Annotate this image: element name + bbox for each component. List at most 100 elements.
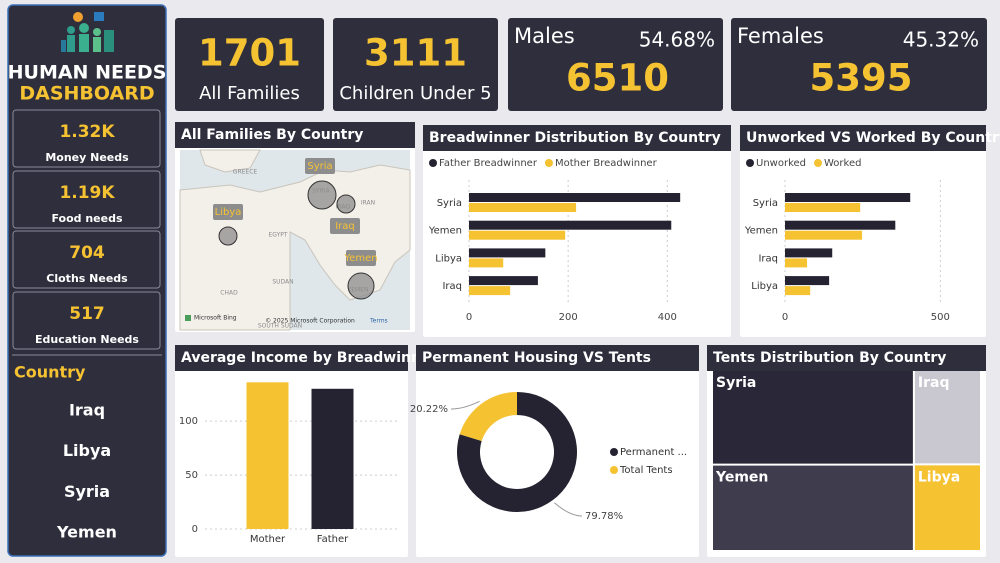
donut-slice: [459, 392, 517, 442]
bubble-label: Syria: [307, 161, 332, 172]
panel-title: Tents Distribution By Country: [713, 350, 946, 366]
panel-header: [175, 122, 415, 148]
place-label: IRAN: [361, 200, 375, 207]
map-credits: © 2025 Microsoft Corporation: [265, 318, 355, 325]
need-value: 704: [69, 243, 105, 263]
legend-marker: [814, 159, 822, 167]
place-label: EGYPT: [268, 232, 287, 239]
dashboard-title: HUMAN NEEDS: [8, 62, 167, 84]
legend-label: Worked: [824, 158, 861, 169]
bar: [785, 248, 833, 258]
donut-slice: [457, 392, 578, 513]
kpi-card: [175, 18, 324, 111]
y-tick-label: Yemen: [744, 226, 778, 237]
bubble-label: Iraq: [335, 221, 355, 232]
gender-share: 45.32%: [903, 28, 979, 52]
bar: [469, 193, 681, 202]
map-terms[interactable]: Terms: [369, 318, 388, 325]
legend-marker: [429, 159, 437, 167]
x-tick-label: 0: [466, 312, 472, 323]
bar: [469, 203, 577, 212]
y-tick-label: Libya: [751, 281, 778, 292]
kpi-label: All Families: [199, 83, 300, 104]
treemap-tile: [713, 371, 913, 464]
place-label: SOUTH SUDAN: [258, 323, 302, 330]
legend-marker: [610, 466, 618, 474]
place-label: GREECE: [233, 169, 258, 176]
place-label: SUDAN: [272, 279, 293, 286]
bar: [469, 248, 546, 258]
bubble-tag: [213, 204, 243, 220]
map-bubble: [336, 194, 356, 214]
gender-value: 6510: [566, 57, 669, 100]
bubble-label: Libya: [215, 207, 242, 218]
treemap-tile: [914, 371, 980, 464]
panel-title: Average Income by Breadwinner: [181, 350, 437, 366]
slicer-item[interactable]: Libya: [63, 441, 111, 460]
legend-marker: [610, 448, 618, 456]
gender-label: Females: [737, 24, 824, 48]
treemap-tile: [713, 465, 913, 550]
bar: [785, 258, 808, 268]
panel-title: Permanent Housing VS Tents: [422, 350, 651, 366]
kpi-value: 1701: [198, 32, 301, 75]
y-tick-label: 0: [192, 524, 198, 535]
y-tick-label: Iraq: [758, 253, 778, 264]
bar: [469, 286, 511, 296]
map-land: [199, 149, 261, 173]
slicer-title: Country: [14, 363, 86, 382]
need-label: Education Needs: [35, 333, 139, 346]
panel-header: [175, 345, 408, 371]
bubble-tag: [305, 158, 335, 174]
kpi-label: Children Under 5: [339, 83, 491, 104]
x-tick-label: Father: [317, 534, 349, 545]
need-value: 517: [69, 304, 105, 324]
bar: [469, 220, 672, 230]
bar: [469, 276, 538, 286]
panel-header: [416, 345, 699, 371]
x-tick-label: 500: [931, 312, 950, 323]
panel-header: [740, 125, 986, 151]
x-tick-label: 400: [658, 312, 677, 323]
y-tick-label: 50: [185, 470, 198, 481]
legend-label: Unworked: [756, 158, 806, 169]
bar: [311, 388, 354, 529]
y-tick-label: Syria: [437, 198, 462, 209]
x-tick-label: Mother: [250, 534, 286, 545]
y-tick-label: Libya: [435, 253, 462, 264]
tile-label: Libya: [918, 469, 960, 485]
need-card: [12, 109, 161, 168]
tile-label: Iraq: [918, 375, 950, 391]
tile-label: Syria: [716, 375, 756, 391]
y-tick-label: 100: [179, 416, 198, 427]
legend-marker: [746, 159, 754, 167]
map-bubble: [347, 272, 375, 300]
y-tick-label: Syria: [753, 198, 778, 209]
panel: [175, 345, 408, 557]
bar: [785, 286, 811, 296]
panel-title: Unworked VS Worked By Country: [746, 130, 1000, 146]
map-bubble: [218, 226, 238, 246]
treemap-tile: [914, 465, 980, 550]
panel-title: All Families By Country: [181, 127, 363, 143]
slicer-item[interactable]: Iraq: [69, 401, 105, 420]
gender-share: 54.68%: [639, 28, 715, 52]
need-label: Cloths Needs: [46, 272, 128, 285]
panel-header: [423, 125, 731, 151]
logo: [61, 12, 114, 52]
bubble-tag: [346, 250, 376, 266]
tile-label: Yemen: [715, 470, 768, 486]
bar: [785, 220, 896, 230]
slicer-item[interactable]: Yemen: [56, 523, 117, 542]
y-tick-label: Iraq: [442, 281, 462, 292]
bar: [785, 203, 861, 212]
slicer-item[interactable]: Syria: [64, 482, 110, 501]
panel-title: Breadwinner Distribution By Country: [429, 130, 721, 146]
brand-logo: [185, 315, 191, 321]
bubble-label: Yemen: [343, 253, 377, 264]
need-value: 1.32K: [59, 122, 115, 142]
x-tick-label: 0: [782, 312, 788, 323]
need-label: Money Needs: [45, 151, 129, 164]
need-card: [12, 170, 161, 229]
